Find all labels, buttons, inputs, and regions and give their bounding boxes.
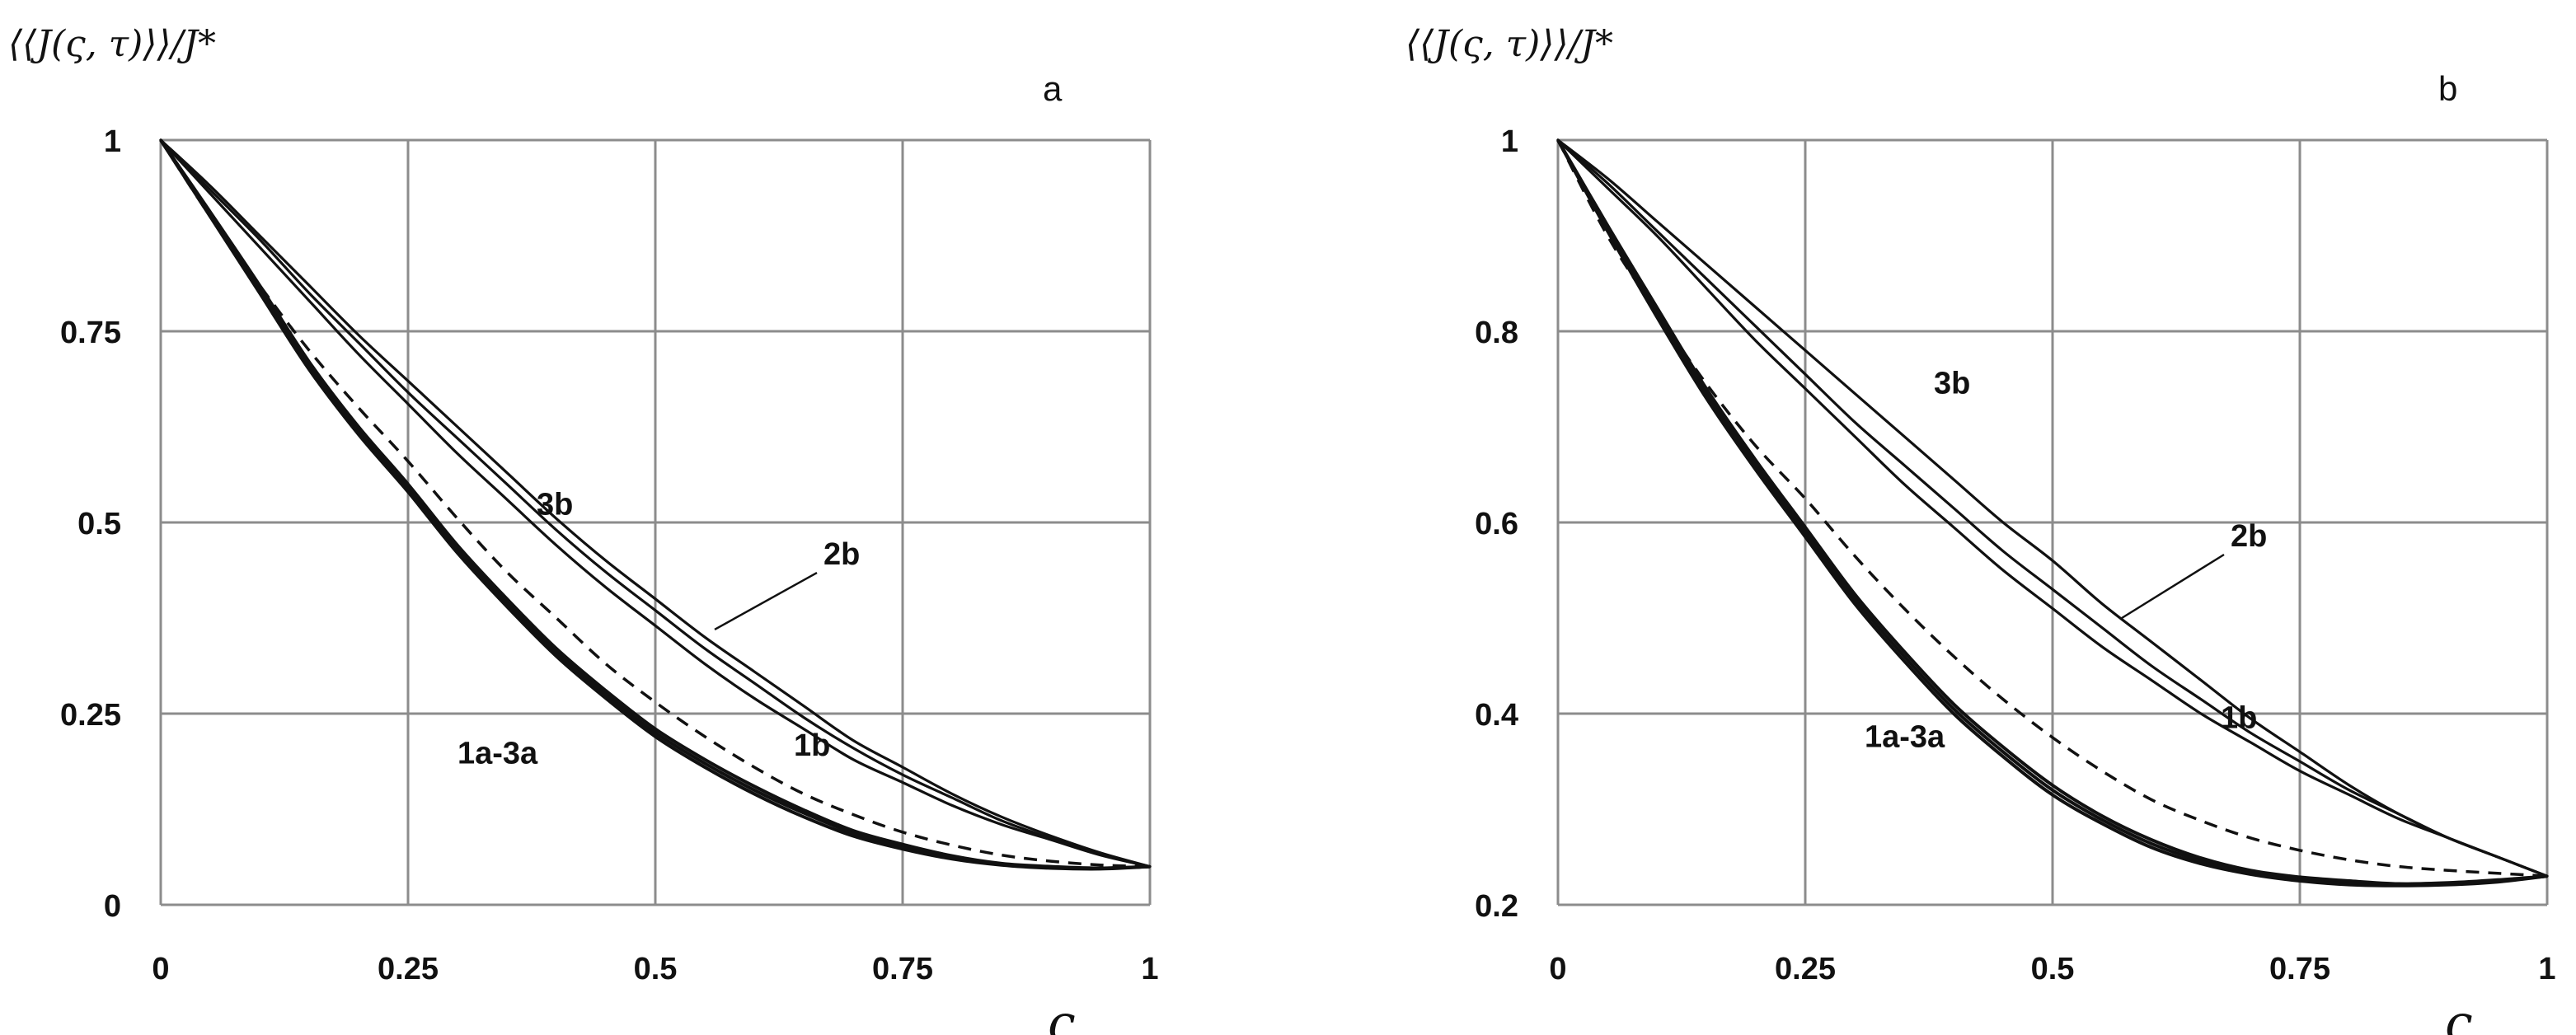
y-axis-label: ⟨⟨J(ς, τ)⟩⟩/J* [8, 23, 216, 65]
panel-label: a [1043, 69, 1063, 108]
y-tick-label: 0.25 [60, 698, 121, 733]
x-tick-label: 0.25 [378, 952, 439, 986]
series-line-3a [1556, 138, 2548, 886]
curve-labels: 3b 2b 1b 1a-3a [1865, 366, 2267, 754]
x-tick-label: 1 [1141, 952, 1158, 986]
x-tick-label: 0.75 [872, 952, 933, 986]
grid [159, 138, 1152, 906]
y-tick-label: 0.4 [1475, 698, 1518, 733]
y-tick-label: 0.75 [60, 316, 121, 350]
y-tick-label: 1 [104, 124, 121, 159]
curve-label-3b: 3b [1934, 366, 1970, 400]
series-line-2a [1556, 139, 2548, 887]
series-lines [1556, 138, 2549, 887]
curve-label-2b: 2b [2231, 519, 2267, 554]
y-axis-ticks: 0 0.25 0.5 0.75 1 [60, 124, 121, 924]
curve-label-3b: 3b [537, 488, 573, 522]
y-tick-label: 0.2 [1475, 889, 1518, 924]
x-tick-label: 0 [152, 952, 169, 986]
series-line-3b [159, 138, 1152, 869]
series-line-3b [1556, 138, 2549, 878]
series-line-1b [1556, 138, 2549, 878]
y-tick-label: 0.6 [1475, 507, 1518, 541]
curve-label-1a-3a: 1a-3a [1865, 720, 1945, 755]
series-line-dashed [159, 139, 1151, 869]
curve-label-1b: 1b [2221, 700, 2257, 735]
y-axis-label: ⟨⟨J(ς, τ)⟩⟩/J* [1405, 23, 1613, 65]
chart-panel-b: 0 0.25 0.5 0.75 1 0.20.40.60.81 3b2b1b1a-3a … [1405, 23, 2556, 1035]
y-tick-label: 0.8 [1475, 316, 1518, 350]
x-axis-ticks: 0 0.25 0.5 0.75 1 [152, 952, 1158, 986]
chart-panel-a: 0 0.25 0.5 0.75 1 00.250.50.751 3b2b1b1a-3a … [8, 23, 1159, 1035]
series-line-1a [1556, 139, 2548, 887]
y-tick-label: 0 [104, 889, 121, 924]
curve-label-2b: 2b [823, 537, 860, 572]
panel-label: b [2438, 69, 2457, 108]
curve-label-1a-3a: 1a-3a [457, 736, 538, 770]
x-tick-label: 0.5 [2031, 952, 2075, 986]
series-line-dashed [1556, 139, 2548, 878]
x-axis-label: ς [2444, 995, 2472, 1035]
x-tick-label: 0.75 [2269, 952, 2330, 986]
y-tick-label: 0.5 [77, 507, 121, 541]
leader-line [2121, 553, 2225, 620]
x-tick-label: 0 [1549, 952, 1566, 986]
x-tick-label: 0.25 [1775, 952, 1836, 986]
x-axis-label: ς [1047, 995, 1075, 1035]
series-line-2b [159, 138, 1152, 869]
series-lines [159, 138, 1152, 871]
grid [1556, 138, 2549, 906]
series-line-3a [159, 138, 1151, 870]
x-tick-label: 0.5 [634, 952, 678, 986]
y-tick-label: 1 [1501, 124, 1518, 159]
y-axis-ticks: 0.2 0.4 0.6 0.8 1 [1475, 124, 1518, 924]
x-axis-ticks: 0 0.25 0.5 0.75 1 [1549, 952, 2555, 986]
curve-labels: 3b 2b 1b 1a-3a [457, 488, 860, 771]
leader-line [714, 571, 818, 631]
curve-label-1b: 1b [794, 728, 830, 763]
series-line-1b [159, 138, 1152, 869]
x-tick-label: 1 [2538, 952, 2555, 986]
